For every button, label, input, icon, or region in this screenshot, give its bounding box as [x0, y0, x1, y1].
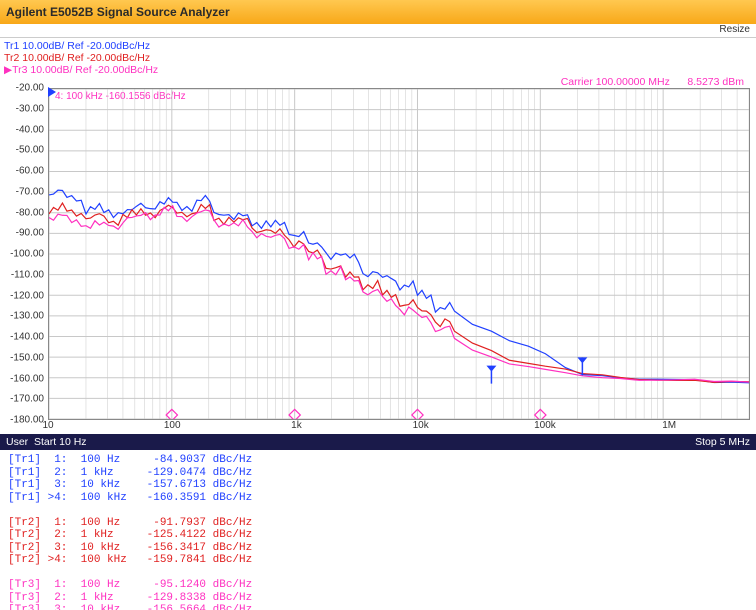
- marker-row: [Tr2] 2: 1 kHz -125.4122 dBc/Hz: [8, 529, 748, 542]
- status-start: Start 10 Hz: [34, 436, 87, 448]
- marker-row: [Tr1] 1: 100 Hz -84.9037 dBc/Hz: [8, 454, 748, 467]
- trace-label-tr2[interactable]: Tr2 10.00dB/ Ref -20.00dBc/Hz: [4, 52, 752, 64]
- main-window: Resize Tr1 10.00dB/ Ref -20.00dBc/HzTr2 …: [0, 24, 756, 598]
- x-axis: 101001k10k100k1M: [48, 420, 756, 434]
- y-tick: -30.00: [16, 103, 44, 114]
- y-tick: -180.00: [10, 415, 44, 426]
- resize-button[interactable]: Resize: [719, 24, 750, 35]
- y-tick: -50.00: [16, 145, 44, 156]
- y-tick: -120.00: [10, 290, 44, 301]
- y-tick: -40.00: [16, 124, 44, 135]
- marker-row: [Tr1] 3: 10 kHz -157.6713 dBc/Hz: [8, 479, 748, 492]
- x-tick: 1k: [291, 420, 302, 431]
- status-user: User: [6, 436, 28, 448]
- trace-label-tr1[interactable]: Tr1 10.00dB/ Ref -20.00dBc/Hz: [4, 40, 752, 52]
- trace-label-tr3[interactable]: ▶Tr3 10.00dB/ Ref -20.00dBc/Hz: [4, 64, 752, 76]
- y-tick: -80.00: [16, 207, 44, 218]
- status-bar: User Start 10 Hz Stop 5 MHz: [0, 434, 756, 450]
- marker-row: [Tr1] 2: 1 kHz -129.0474 dBc/Hz: [8, 467, 748, 480]
- y-tick: -160.00: [10, 373, 44, 384]
- y-tick: -60.00: [16, 166, 44, 177]
- y-tick: -100.00: [10, 249, 44, 260]
- carrier-power: 8.5273 dBm: [687, 76, 744, 88]
- x-tick: 10: [42, 420, 53, 431]
- marker-row: [Tr2] 1: 100 Hz -91.7937 dBc/Hz: [8, 517, 748, 530]
- carrier-info: Carrier 100.00000 MHz 8.5273 dBm: [0, 76, 756, 88]
- y-tick: -130.00: [10, 311, 44, 322]
- y-tick: -70.00: [16, 186, 44, 197]
- status-stop: Stop 5 MHz: [695, 436, 750, 448]
- marker-row: [Tr3] 1: 100 Hz -95.1240 dBc/Hz: [8, 579, 748, 592]
- marker-row: [Tr2] 3: 10 kHz -156.3417 dBc/Hz: [8, 542, 748, 555]
- reference-triangle-icon: [48, 87, 56, 97]
- x-tick: 100: [164, 420, 181, 431]
- x-tick: 100k: [534, 420, 556, 431]
- y-tick: -20.00: [16, 83, 44, 94]
- marker-readout: [Tr1] 1: 100 Hz -84.9037 dBc/Hz[Tr1] 2: …: [0, 450, 756, 610]
- y-axis: -20.00-30.00-40.00-50.00-60.00-70.00-80.…: [0, 88, 48, 420]
- y-tick: -90.00: [16, 228, 44, 239]
- title-bar[interactable]: Agilent E5052B Signal Source Analyzer: [0, 0, 756, 24]
- plot-area: -20.00-30.00-40.00-50.00-60.00-70.00-80.…: [0, 88, 750, 420]
- y-tick: -110.00: [11, 269, 44, 280]
- marker-row: [Tr2] >4: 100 kHz -159.7841 dBc/Hz: [8, 554, 748, 567]
- x-tick: 1M: [662, 420, 676, 431]
- trace-info: Tr1 10.00dB/ Ref -20.00dBc/HzTr2 10.00dB…: [0, 38, 756, 76]
- y-tick: -170.00: [10, 394, 44, 405]
- resize-row: Resize: [0, 24, 756, 38]
- chart-canvas[interactable]: 4: 100 kHz -160.1556 dBc/Hz: [48, 88, 750, 420]
- marker-row: [Tr1] >4: 100 kHz -160.3591 dBc/Hz: [8, 492, 748, 505]
- app-title: Agilent E5052B Signal Source Analyzer: [6, 5, 230, 19]
- marker-row: [Tr3] 3: 10 kHz -156.5664 dBc/Hz: [8, 604, 748, 610]
- y-tick: -140.00: [10, 332, 44, 343]
- x-tick: 10k: [413, 420, 429, 431]
- carrier-freq: Carrier 100.00000 MHz: [561, 76, 670, 88]
- y-tick: -150.00: [10, 352, 44, 363]
